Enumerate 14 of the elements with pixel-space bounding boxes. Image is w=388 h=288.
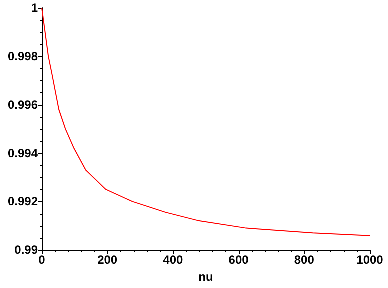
x-tick-label: 1000 [356, 253, 384, 268]
y-tick-label: 0.998 [8, 49, 38, 64]
y-tick-label: 1 [31, 1, 38, 15]
line-series [42, 8, 370, 236]
x-axis-title: nu [198, 270, 214, 284]
y-tick-label: 0.996 [8, 98, 38, 112]
y-tick-label: 0.994 [8, 146, 38, 160]
x-tick-label: 600 [228, 253, 250, 268]
x-tick-label: 200 [98, 253, 118, 268]
y-tick-label: 0.992 [8, 194, 38, 209]
x-tick-label: 0 [38, 253, 46, 268]
x-tick-label: 800 [294, 253, 315, 268]
y-tick-label: 0.99 [14, 243, 38, 258]
x-tick-label: 400 [163, 253, 184, 268]
